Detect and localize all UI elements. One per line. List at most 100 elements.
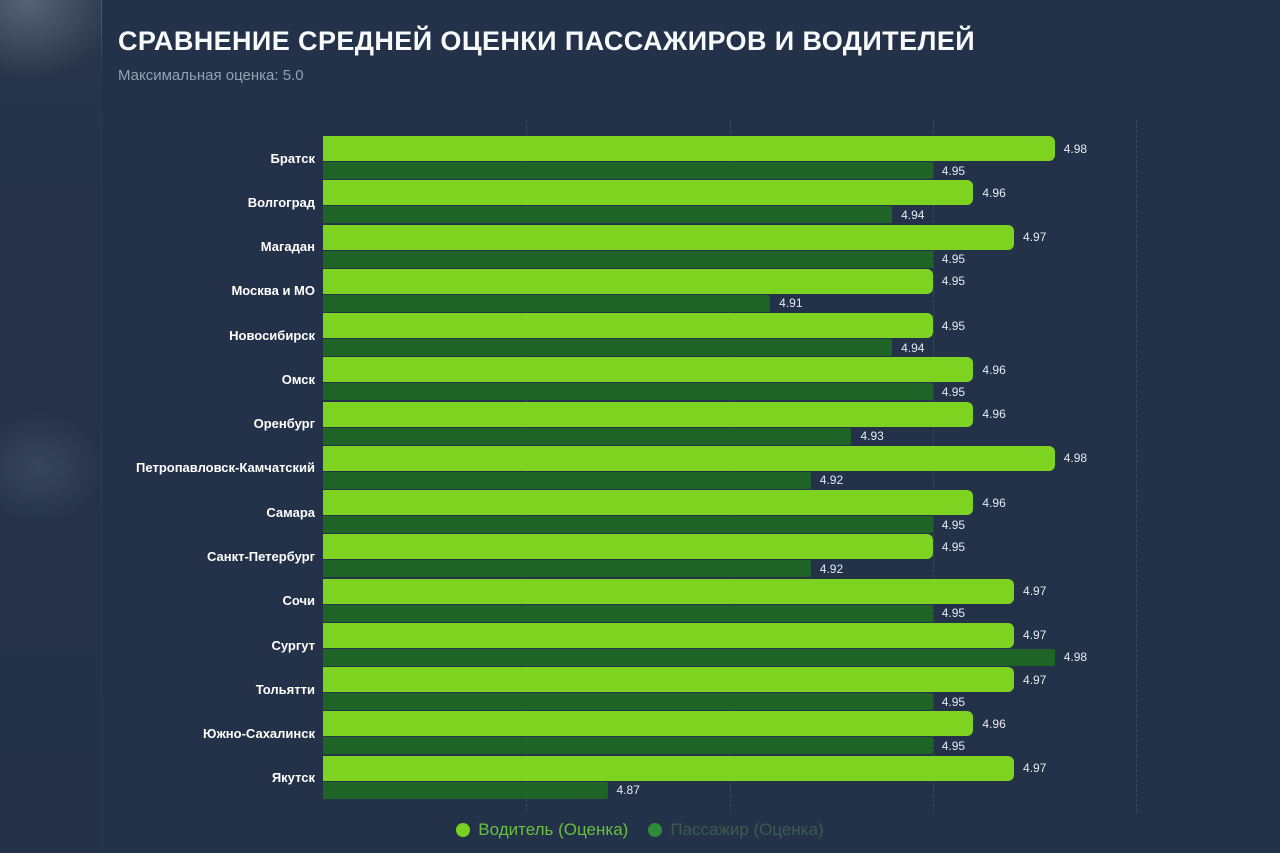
passenger-bar[interactable]: [323, 250, 933, 268]
category-label: Братск: [270, 150, 315, 166]
bar-value-label: 4.98: [1063, 650, 1088, 665]
bar-line: 4.93: [323, 427, 1136, 445]
passenger-bar[interactable]: [323, 294, 771, 312]
legend-dot-icon: [456, 823, 471, 837]
passenger-bar[interactable]: [323, 206, 893, 224]
passenger-bar[interactable]: [323, 383, 933, 401]
bar-value-label: 4.97: [1023, 628, 1047, 643]
driver-bar[interactable]: [323, 136, 1055, 161]
category-label: Южно-Сахалинск: [203, 726, 315, 742]
passenger-bar[interactable]: [323, 427, 852, 445]
plot-rows: 4.98 4.95 4.96 4.94 4.97 4.95 4.95 4.91 4.95 4.94…: [323, 136, 1136, 800]
bar-value-label: 4.95: [941, 694, 966, 709]
category-label: Омск: [281, 371, 315, 387]
passenger-bar[interactable]: [323, 560, 811, 578]
category-label: Москва и МО: [231, 283, 315, 299]
passenger-bar[interactable]: [323, 339, 893, 357]
bar-line: 4.98: [323, 648, 1136, 666]
bar-value-label: 4.97: [1023, 761, 1047, 776]
bar-line: 4.91: [323, 294, 1136, 312]
passenger-bar[interactable]: [323, 737, 933, 755]
passenger-bar[interactable]: [323, 604, 933, 622]
bar-value-label: 4.96: [982, 362, 1006, 377]
driver-bar[interactable]: [323, 490, 974, 516]
bar-line: 4.95: [323, 693, 1136, 711]
bar-value-label: 4.95: [941, 163, 966, 178]
passenger-bar[interactable]: [323, 516, 933, 534]
bar-value-label: 4.95: [941, 738, 966, 753]
bar-line: 4.98: [323, 136, 1136, 161]
page-title: СРАВНЕНИЕ СРЕДНЕЙ ОЦЕНКИ ПАССАЖИРОВ И ВО…: [118, 26, 976, 56]
bar-line: 4.96: [323, 711, 1136, 737]
bar-group: 4.96 4.95: [323, 490, 1136, 534]
driver-bar[interactable]: [323, 357, 974, 383]
bar-value-label: 4.97: [1023, 584, 1047, 599]
bar-value-label: 4.87: [616, 783, 640, 798]
driver-bar[interactable]: [323, 268, 933, 294]
bar-line: 4.96: [323, 401, 1136, 427]
driver-bar[interactable]: [323, 313, 933, 339]
plot-area: 4.98 4.95 4.96 4.94 4.97 4.95 4.95 4.91 4.95 4.94…: [323, 120, 1137, 812]
category-label: Санкт-Петербург: [206, 549, 315, 565]
driver-bar[interactable]: [323, 711, 974, 737]
passenger-bar[interactable]: [323, 471, 811, 489]
bar-line: 4.87: [323, 781, 1136, 799]
category-label: Якутск: [271, 770, 315, 786]
legend: Водитель (Оценка) Пассажир (Оценка): [0, 820, 1280, 840]
bar-value-label: 4.92: [819, 473, 844, 488]
passenger-bar[interactable]: [323, 648, 1055, 666]
bar-group: 4.96 4.94: [323, 180, 1136, 224]
bar-line: 4.95: [323, 604, 1136, 622]
bar-line: 4.95: [323, 534, 1136, 560]
bar-line: 4.97: [323, 622, 1136, 648]
bar-group: 4.95 4.91: [323, 268, 1136, 313]
category-label: Магадан: [260, 239, 315, 255]
bar-line: 4.92: [323, 560, 1136, 578]
legend-item-passenger[interactable]: Пассажир (Оценка): [648, 820, 824, 840]
bar-line: 4.95: [323, 313, 1136, 339]
driver-bar[interactable]: [323, 224, 1015, 250]
bar-line: 4.94: [323, 339, 1136, 357]
bar-line: 4.96: [323, 490, 1136, 516]
bar-line: 4.96: [323, 357, 1136, 383]
bar-group: 4.97 4.95: [323, 224, 1136, 269]
bar-group: 4.97 4.95: [323, 667, 1136, 711]
bar-value-label: 4.95: [941, 318, 966, 333]
bar-value-label: 4.98: [1063, 141, 1088, 156]
passenger-bar[interactable]: [323, 781, 608, 799]
driver-bar[interactable]: [323, 445, 1055, 471]
bar-value-label: 4.91: [779, 296, 803, 311]
bar-group: 4.95 4.92: [323, 534, 1136, 578]
bar-group: 4.96 4.95: [323, 711, 1136, 755]
bar-value-label: 4.96: [982, 495, 1006, 510]
bar-value-label: 4.94: [901, 207, 925, 222]
bar-value-label: 4.92: [819, 561, 844, 576]
driver-bar[interactable]: [323, 534, 933, 560]
legend-item-driver[interactable]: Водитель (Оценка): [456, 820, 628, 840]
driver-bar[interactable]: [323, 622, 1015, 648]
passenger-bar[interactable]: [323, 162, 933, 179]
bar-value-label: 4.97: [1023, 672, 1047, 687]
chart-header: СРАВНЕНИЕ СРЕДНЕЙ ОЦЕНКИ ПАССАЖИРОВ И ВО…: [118, 26, 975, 84]
driver-bar[interactable]: [323, 401, 974, 427]
driver-bar[interactable]: [323, 667, 1015, 693]
category-labels: Братск Волгоград Магадан Москва и МО Новосиб…: [0, 136, 315, 800]
bar-group: 4.98 4.92: [323, 445, 1136, 490]
passenger-bar[interactable]: [323, 693, 933, 711]
bar-line: 4.97: [323, 667, 1136, 693]
bar-group: 4.97 4.87: [323, 755, 1136, 800]
bar-line: 4.95: [323, 737, 1136, 755]
bar-value-label: 4.95: [941, 606, 966, 621]
bar-value-label: 4.96: [982, 716, 1006, 731]
driver-bar[interactable]: [323, 755, 1015, 781]
category-label: Петропавловск-Камчатский: [136, 460, 315, 476]
driver-bar[interactable]: [323, 180, 974, 206]
bar-line: 4.94: [323, 206, 1136, 224]
bar-value-label: 4.94: [901, 340, 925, 355]
driver-bar[interactable]: [323, 578, 1015, 604]
bar-line: 4.98: [323, 445, 1136, 471]
bar-line: 4.96: [323, 180, 1136, 206]
bar-value-label: 4.95: [941, 274, 966, 289]
bar-group: 4.95 4.94: [323, 313, 1136, 357]
